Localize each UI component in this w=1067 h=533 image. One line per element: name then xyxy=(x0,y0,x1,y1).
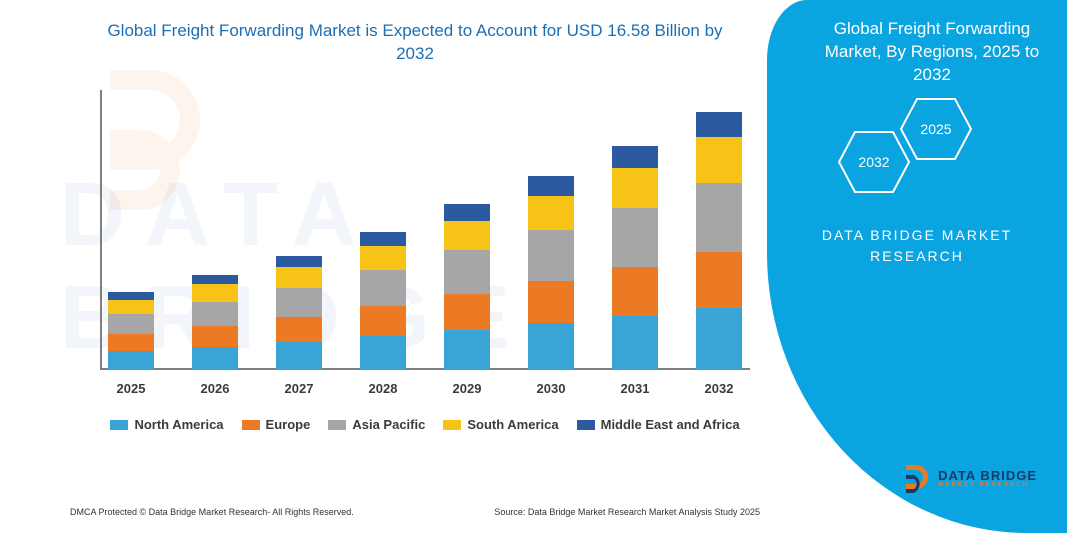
bar-segment xyxy=(696,252,742,308)
y-axis xyxy=(100,90,102,370)
bar-segment xyxy=(444,330,490,370)
legend-label: South America xyxy=(467,417,558,432)
bar-segment xyxy=(528,230,574,281)
bar-segment xyxy=(192,326,238,346)
bar-segment xyxy=(360,270,406,306)
legend-swatch xyxy=(577,420,595,430)
bar-segment xyxy=(108,300,154,314)
bar-segment xyxy=(612,208,658,267)
logo-mark-icon xyxy=(902,463,932,493)
databridge-logo: DATA BRIDGE MARKET RESEARCH xyxy=(902,463,1037,493)
bar-column xyxy=(696,112,742,370)
bar-segment xyxy=(612,267,658,315)
bars-group xyxy=(108,90,742,370)
bar-segment xyxy=(360,232,406,246)
x-tick-label: 2026 xyxy=(192,381,238,396)
logo-subtext: MARKET RESEARCH xyxy=(938,482,1037,488)
bar-segment xyxy=(696,308,742,370)
legend-item: Asia Pacific xyxy=(328,417,425,432)
bar-column xyxy=(528,176,574,370)
legend-label: Asia Pacific xyxy=(352,417,425,432)
footer-source: Source: Data Bridge Market Research Mark… xyxy=(494,507,760,517)
bar-segment xyxy=(612,168,658,208)
legend: North America Europe Asia Pacific South Ame… xyxy=(100,417,750,432)
bar-segment xyxy=(276,288,322,318)
x-tick-label: 2027 xyxy=(276,381,322,396)
legend-label: Europe xyxy=(266,417,311,432)
bar-segment xyxy=(444,204,490,221)
legend-swatch xyxy=(110,420,128,430)
footer-copyright: DMCA Protected © Data Bridge Market Rese… xyxy=(70,507,354,517)
legend-swatch xyxy=(242,420,260,430)
legend-item: Middle East and Africa xyxy=(577,417,740,432)
bar-column xyxy=(108,292,154,370)
x-tick-label: 2032 xyxy=(696,381,742,396)
bar-segment xyxy=(444,294,490,330)
bar-segment xyxy=(444,250,490,294)
bar-segment xyxy=(276,342,322,370)
bar-segment xyxy=(528,323,574,370)
x-tick-label: 2028 xyxy=(360,381,406,396)
footer: DMCA Protected © Data Bridge Market Rese… xyxy=(70,507,760,517)
chart-title: Global Freight Forwarding Market is Expe… xyxy=(100,20,730,66)
bar-segment xyxy=(444,221,490,251)
bar-segment xyxy=(696,112,742,137)
bar-segment xyxy=(192,302,238,327)
x-tick-label: 2031 xyxy=(612,381,658,396)
brand-name: DATA BRIDGE MARKET RESEARCH xyxy=(767,225,1067,267)
legend-swatch xyxy=(328,420,346,430)
right-panel-title: Global Freight Forwarding Market, By Reg… xyxy=(817,18,1047,87)
bar-segment xyxy=(528,281,574,323)
bar-column xyxy=(276,256,322,370)
bar-segment xyxy=(276,317,322,342)
bar-segment xyxy=(360,336,406,370)
legend-label: Middle East and Africa xyxy=(601,417,740,432)
bar-column xyxy=(360,232,406,370)
bar-column xyxy=(444,204,490,370)
bar-column xyxy=(192,275,238,370)
bar-segment xyxy=(108,292,154,300)
bar-segment xyxy=(696,183,742,251)
legend-item: Europe xyxy=(242,417,311,432)
legend-item: South America xyxy=(443,417,558,432)
bar-segment xyxy=(108,314,154,334)
hex-badge-2025: 2025 xyxy=(899,97,973,161)
bar-segment xyxy=(360,246,406,271)
x-tick-label: 2025 xyxy=(108,381,154,396)
legend-item: North America xyxy=(110,417,223,432)
bar-segment xyxy=(696,137,742,184)
bar-segment xyxy=(612,146,658,168)
chart-container: Global Freight Forwarding Market is Expe… xyxy=(70,20,760,490)
x-tick-label: 2029 xyxy=(444,381,490,396)
right-panel: Global Freight Forwarding Market, By Reg… xyxy=(767,0,1067,533)
bar-segment xyxy=(276,256,322,267)
bar-segment xyxy=(192,284,238,301)
x-axis-labels: 2025 2026 2027 2028 2029 2030 2031 2032 xyxy=(108,381,742,396)
bar-segment xyxy=(276,267,322,287)
bar-segment xyxy=(528,196,574,230)
bar-segment xyxy=(528,176,574,196)
bar-segment xyxy=(360,306,406,336)
logo-text: DATA BRIDGE xyxy=(938,469,1037,482)
legend-label: North America xyxy=(134,417,223,432)
bar-segment xyxy=(192,275,238,284)
brand-line1: DATA BRIDGE MARKET xyxy=(767,225,1067,246)
brand-line2: RESEARCH xyxy=(767,246,1067,267)
chart-plot xyxy=(100,90,750,370)
bar-segment xyxy=(612,316,658,370)
bar-segment xyxy=(108,334,154,351)
hex-badge-group: 2032 2025 xyxy=(837,95,1017,215)
bar-segment xyxy=(108,351,154,370)
x-tick-label: 2030 xyxy=(528,381,574,396)
bar-column xyxy=(612,146,658,370)
legend-swatch xyxy=(443,420,461,430)
bar-segment xyxy=(192,347,238,370)
